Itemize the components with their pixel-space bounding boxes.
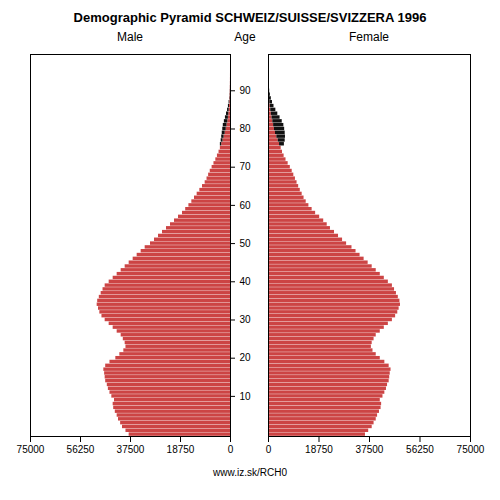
svg-text:37500: 37500 xyxy=(117,444,145,455)
svg-text:90: 90 xyxy=(240,85,252,96)
html-text:Demographic Pyramid SCHWEIZ/SU: Demographic Pyramid SCHWEIZ/SUISSE/SVIZZ… xyxy=(73,10,427,25)
svg-text:18750: 18750 xyxy=(167,444,195,455)
svg-text:56250: 56250 xyxy=(67,444,95,455)
svg-text:80: 80 xyxy=(240,123,252,134)
svg-text:70: 70 xyxy=(240,161,252,172)
html-text:Male: Male xyxy=(117,30,143,44)
svg-text:40: 40 xyxy=(240,276,252,287)
html-text:Female: Female xyxy=(349,30,389,44)
html-text:Age: Age xyxy=(234,30,256,44)
html-text:www.iz.sk/RCH0: www.iz.sk/RCH0 xyxy=(213,467,287,478)
svg-text:0: 0 xyxy=(266,444,272,455)
svg-text:56250: 56250 xyxy=(406,444,434,455)
svg-text:60: 60 xyxy=(240,200,252,211)
svg-text:75000: 75000 xyxy=(457,444,485,455)
svg-text:10: 10 xyxy=(240,391,252,402)
svg-text:20: 20 xyxy=(240,352,252,363)
svg-text:37500: 37500 xyxy=(356,444,384,455)
svg-text:0: 0 xyxy=(228,444,234,455)
svg-text:18750: 18750 xyxy=(305,444,333,455)
svg-text:75000: 75000 xyxy=(17,444,45,455)
svg-text:30: 30 xyxy=(240,314,252,325)
svg-text:50: 50 xyxy=(240,238,252,249)
